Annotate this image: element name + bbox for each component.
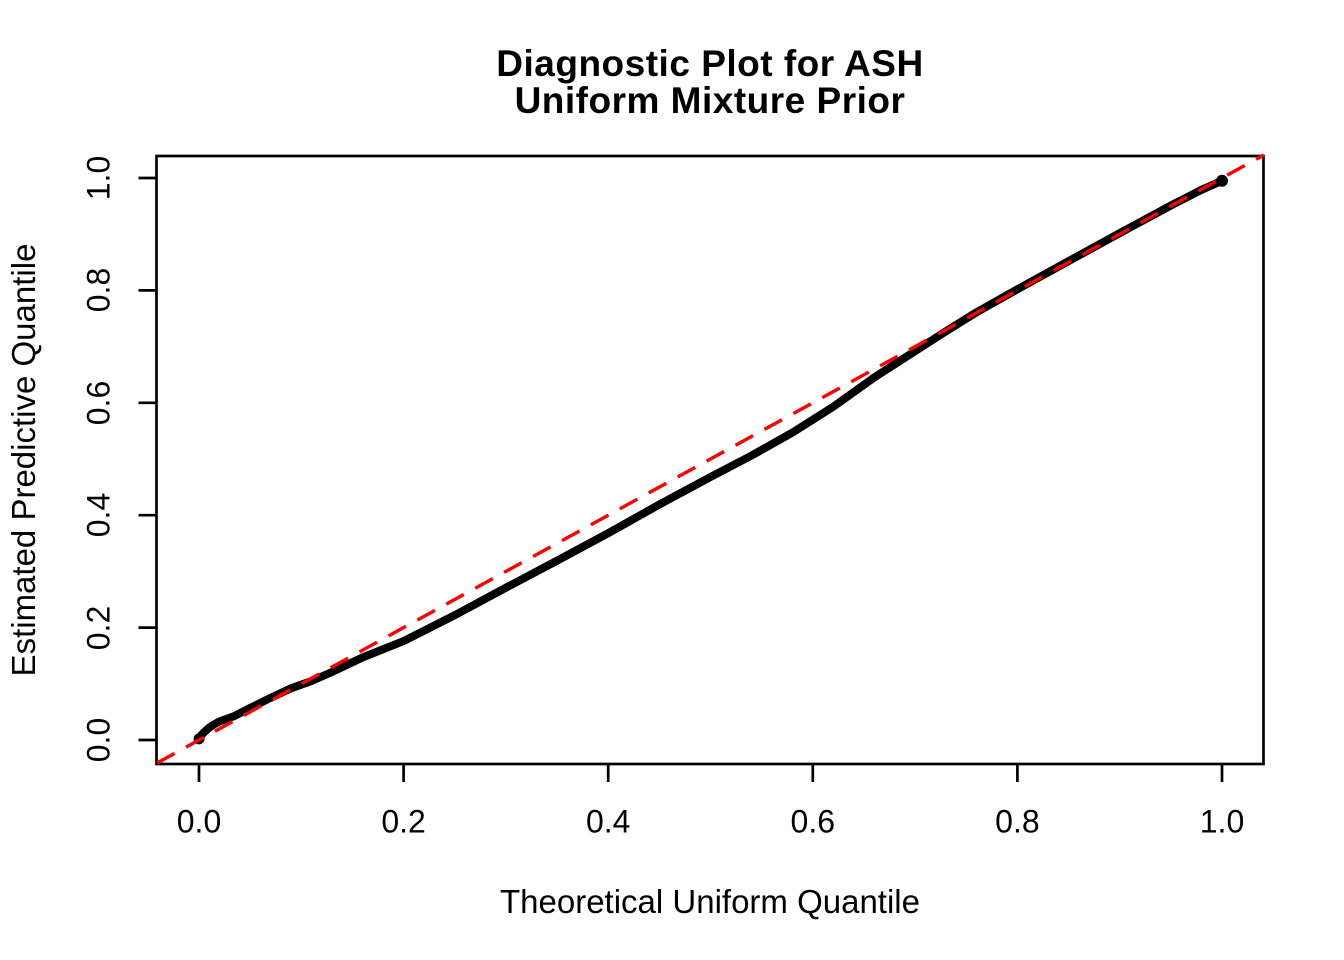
chart-title-line-2: Uniform Mixture Prior bbox=[514, 80, 906, 121]
x-tick-label: 0.6 bbox=[790, 803, 836, 840]
y-tick-label: 0.6 bbox=[80, 380, 117, 426]
y-tick-label: 1.0 bbox=[80, 155, 117, 201]
y-tick-label: 0.4 bbox=[80, 492, 117, 538]
chart-title: Diagnostic Plot for ASH Uniform Mixture … bbox=[156, 45, 1264, 119]
x-tick-label: 0.8 bbox=[995, 803, 1040, 840]
x-tick-label: 1.0 bbox=[1199, 803, 1245, 840]
x-tick-label: 0.4 bbox=[585, 803, 631, 840]
y-tick-label: 0.2 bbox=[80, 605, 117, 650]
qq-curve-end-blob bbox=[1216, 174, 1228, 187]
y-axis-title: Estimated Predictive Quantile bbox=[5, 243, 42, 677]
x-axis-title: Theoretical Uniform Quantile bbox=[499, 883, 920, 920]
chart-title-line-1: Diagnostic Plot for ASH bbox=[496, 43, 924, 84]
plot-box bbox=[155, 154, 1265, 766]
reference-line bbox=[156, 153, 1265, 765]
y-tick-label: 0.0 bbox=[80, 717, 117, 763]
x-tick-label: 0.2 bbox=[381, 803, 426, 840]
x-tick-label: 0.0 bbox=[176, 803, 222, 840]
y-tick-label: 0.8 bbox=[80, 268, 117, 313]
